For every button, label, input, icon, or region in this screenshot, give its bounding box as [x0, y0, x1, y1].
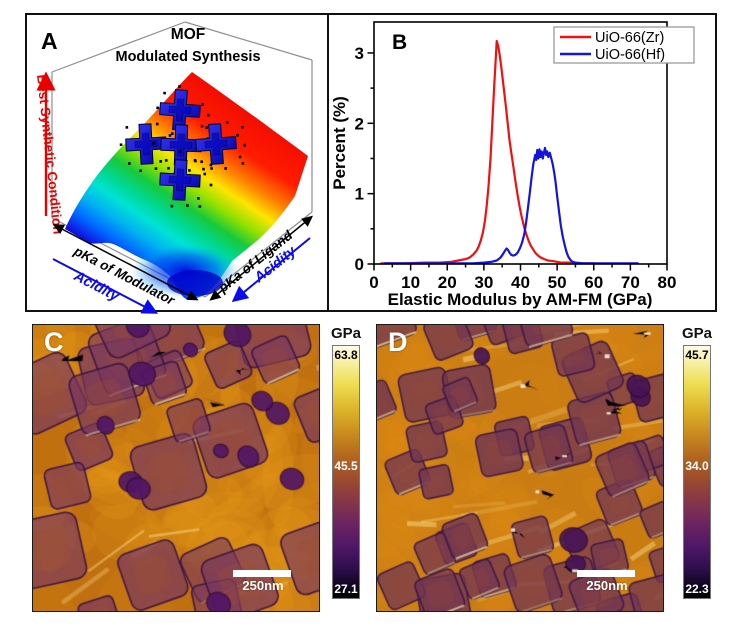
panel-d-letter: D: [388, 327, 409, 357]
colorbar-d-max: 45.7: [685, 348, 709, 362]
x-axis-double-arrow: [52, 224, 199, 301]
colorbar-d: GPa 45.7 34.0 22.3: [680, 325, 716, 599]
colorbar-c-min: 27.1: [334, 582, 358, 596]
b-y-tick-label: 0: [355, 255, 364, 274]
colorbar-d-unit: GPa: [681, 325, 712, 342]
b-x-tick-label: 0: [369, 273, 378, 292]
b-legend: UiO-66(Zr) UiO-66(Hf): [553, 26, 695, 64]
afm-image-c: [33, 325, 319, 611]
scale-bar-c-label: 250nm: [242, 578, 284, 593]
afm-image-d: [377, 325, 663, 611]
panel-divider: [327, 13, 329, 312]
panel-b-letter: B: [392, 31, 407, 54]
colorbar-d-gradient: 45.7 34.0 22.3: [683, 345, 711, 599]
b-legend-label-zr: UiO-66(Zr): [595, 30, 664, 46]
b-curves: [380, 39, 639, 265]
scale-bar-c: [233, 570, 291, 577]
b-legend-label-hf: UiO-66(Hf): [595, 47, 665, 63]
panel-a-title: MOF: [171, 26, 205, 43]
b-axes: 0 10 20 30 40 50 60 70 80 0 1 2 3: [355, 44, 677, 292]
panel-a-letter: A: [41, 28, 58, 54]
panel-a-subtitle: Modulated Synthesis: [115, 49, 260, 65]
colorbar-c: GPa 63.8 45.5 27.1: [329, 325, 365, 599]
b-plot-frame: [373, 21, 668, 265]
scale-bar-d-label: 250nm: [586, 578, 628, 593]
y-axis-double-arrow: [209, 215, 314, 301]
mof-crystal-marker: [194, 121, 247, 170]
b-series-uio-66-hf-: [383, 146, 639, 265]
acidity-arrow-right: [231, 237, 311, 303]
scale-bar-d: [577, 570, 635, 577]
afm-image-c-frame: C 250nm: [32, 324, 320, 612]
b-x-tick-label: 30: [474, 273, 493, 292]
mof-crystal-markers: [119, 85, 247, 208]
b-y-tick-label: 2: [355, 114, 364, 133]
b-x-tick-label: 70: [621, 273, 640, 292]
mof-crystal-marker: [119, 123, 179, 173]
colorbar-c-mid: 45.5: [334, 459, 358, 474]
b-x-tick-label: 20: [438, 273, 457, 292]
b-series-uio-66-zr-: [380, 39, 595, 265]
b-x-axis-title: Elastic Modulus by AM-FM (GPa): [388, 290, 653, 309]
colorbar-d-min: 22.3: [685, 582, 709, 596]
colorbar-c-max: 63.8: [334, 348, 358, 362]
z-axis-label: Best Synthetic Condition: [34, 74, 66, 235]
mof-crystal-marker: [159, 149, 213, 208]
colorbar-c-gradient: 63.8 45.5 27.1: [332, 345, 360, 599]
colorbar-d-mid: 34.0: [685, 459, 709, 474]
b-x-tick-label: 50: [548, 273, 567, 292]
acidity-arrow-left: [52, 258, 159, 314]
b-x-tick-label: 80: [658, 273, 677, 292]
b-x-tick-label: 40: [511, 273, 530, 292]
b-y-tick-label: 3: [355, 44, 364, 63]
afm-image-d-frame: D 250nm: [376, 324, 664, 612]
panel-c-letter: C: [44, 327, 65, 357]
b-x-tick-label: 60: [584, 273, 603, 292]
b-y-axis-title: Percent (%): [330, 96, 349, 190]
panel-b-chart: 0 10 20 30 40 50 60 70 80 0 1 2 3 B Percent (%) Elas…: [330, 21, 695, 309]
b-x-tick-label: 10: [401, 273, 420, 292]
panel-a-3d-plot: Best Synthetic Condition pKa of Modulato…: [34, 21, 314, 314]
colorbar-c-unit: GPa: [330, 325, 361, 342]
b-legend-box: [553, 26, 695, 64]
surface-valley-core: [167, 270, 223, 296]
b-y-tick-label: 1: [355, 185, 364, 204]
